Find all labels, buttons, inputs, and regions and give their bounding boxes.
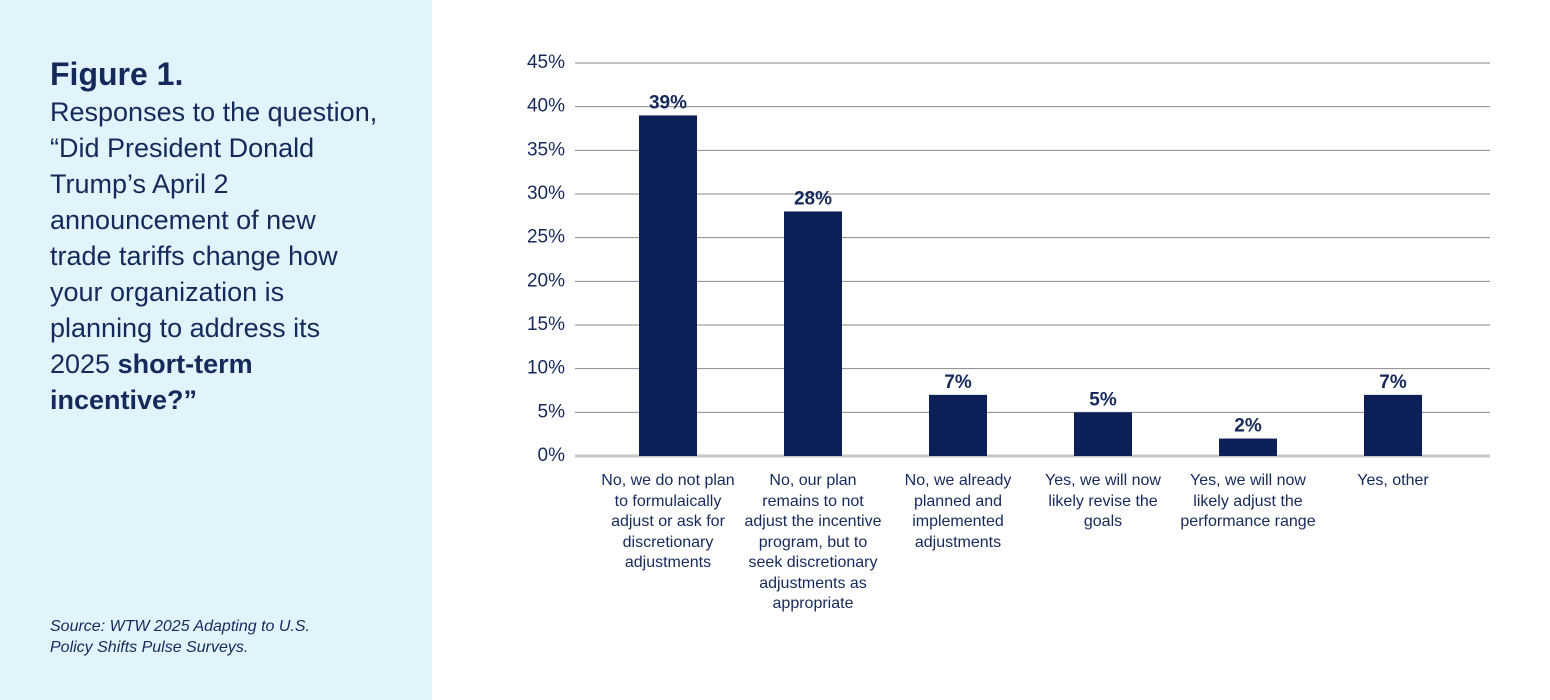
y-tick-label: 25% [527, 227, 565, 248]
value-label: 5% [1089, 389, 1117, 410]
y-tick-label: 20% [527, 270, 565, 291]
bar [1364, 394, 1422, 456]
figure-title: Figure 1. [50, 56, 184, 92]
value-label: 7% [1379, 372, 1407, 393]
question-bold: short-term incentive?” [50, 349, 253, 415]
y-tick-label: 35% [527, 139, 565, 160]
bar [1219, 438, 1277, 456]
y-tick-label: 40% [527, 96, 565, 117]
x-tick-label: No, we do not plan to formulaically adju… [601, 472, 735, 571]
y-tick-label: 45% [527, 52, 565, 73]
y-tick-label: 15% [527, 314, 565, 335]
bar [1074, 412, 1132, 456]
question-text: Responses to the question, “Did Presiden… [50, 97, 378, 379]
side-panel: Figure 1. Responses to the question, “Di… [0, 0, 432, 700]
value-label: 39% [649, 92, 687, 113]
question: Responses to the question, “Did Presiden… [50, 94, 380, 418]
x-tick-label: No, our plan remains to not adjust the i… [744, 472, 882, 612]
value-label: 2% [1234, 416, 1262, 437]
x-tick-label: Yes, we will now likely revise the goals [1045, 472, 1161, 530]
y-tick-label: 10% [527, 358, 565, 379]
y-tick-label: 5% [538, 401, 566, 422]
y-tick-label: 0% [538, 445, 566, 466]
bar [929, 394, 987, 456]
bar [639, 115, 697, 457]
x-tick-label: Yes, other [1357, 472, 1429, 489]
x-tick-label: Yes, we will now likely adjust the perfo… [1180, 472, 1316, 530]
value-label: 28% [794, 188, 832, 209]
bar [784, 211, 842, 456]
y-tick-label: 30% [527, 183, 565, 204]
source: Source: WTW 2025 Adapting to U.S. Policy… [50, 618, 310, 656]
value-label: 7% [944, 372, 972, 393]
x-tick-label: No, we already planned and implemented a… [904, 472, 1012, 551]
